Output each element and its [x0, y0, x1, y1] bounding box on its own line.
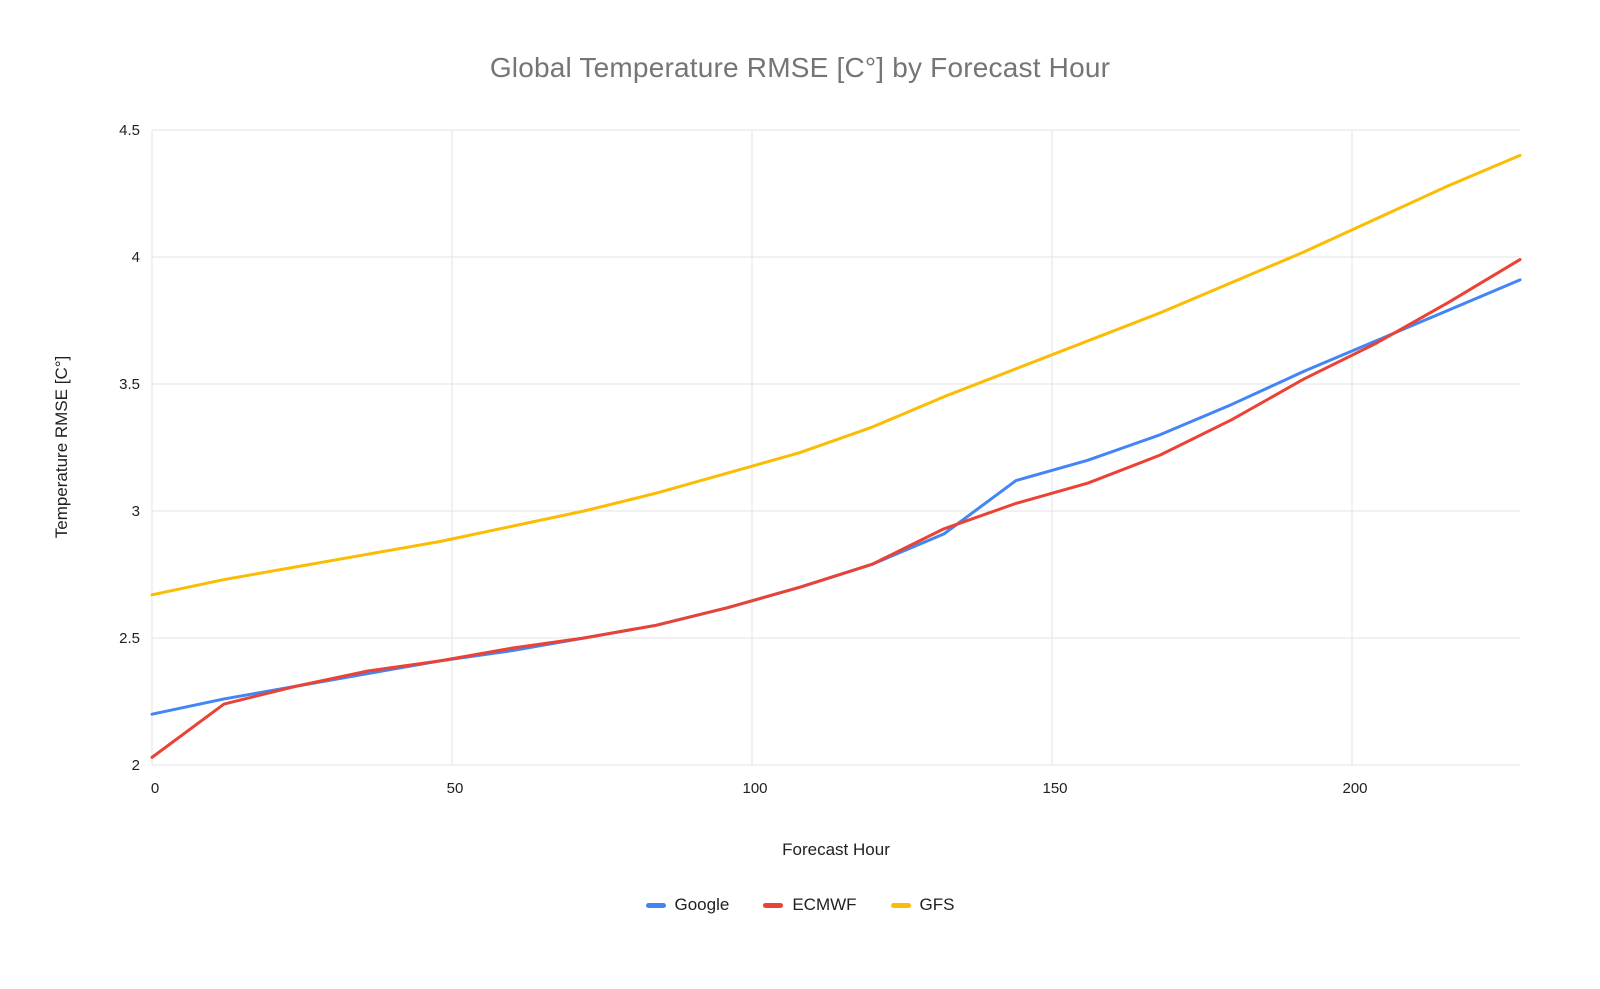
x-axis-title: Forecast Hour: [782, 840, 890, 859]
y-tick-label: 2: [132, 757, 140, 774]
legend-item-gfs: GFS: [890, 895, 955, 915]
y-axis-title: Temperature RMSE [C°]: [52, 355, 71, 539]
x-tick-label: 0: [151, 780, 159, 797]
legend-marker-google: [645, 902, 666, 908]
series-line-ecmwf: [150, 258, 1522, 759]
legend-item-ecmwf: ECMWF: [763, 895, 857, 915]
legend-label: ECMWF: [792, 895, 857, 914]
y-tick-label: 2.5: [119, 630, 140, 647]
legend-marker-gfs: [890, 902, 911, 908]
x-tick-label: 100: [742, 780, 767, 797]
legend-label: GFS: [919, 895, 955, 914]
y-tick-label: 3: [132, 503, 140, 520]
x-tick-label: 150: [1042, 780, 1067, 797]
legend-marker-ecmwf: [763, 902, 784, 908]
x-tick-label: 200: [1342, 780, 1367, 797]
chart-title: Global Temperature RMSE [C°] by Forecast…: [489, 52, 1111, 83]
legend-label: Google: [674, 895, 730, 914]
series-line-gfs: [150, 153, 1522, 597]
legend-item-google: Google: [645, 895, 730, 915]
series-line-google: [150, 278, 1522, 716]
y-tick-label: 4: [132, 249, 140, 266]
x-tick-label: 50: [447, 780, 464, 797]
legend: Google ECMWF GFS: [0, 895, 1600, 915]
y-tick-label: 3.5: [119, 376, 140, 393]
y-tick-label: 4.5: [119, 122, 140, 139]
